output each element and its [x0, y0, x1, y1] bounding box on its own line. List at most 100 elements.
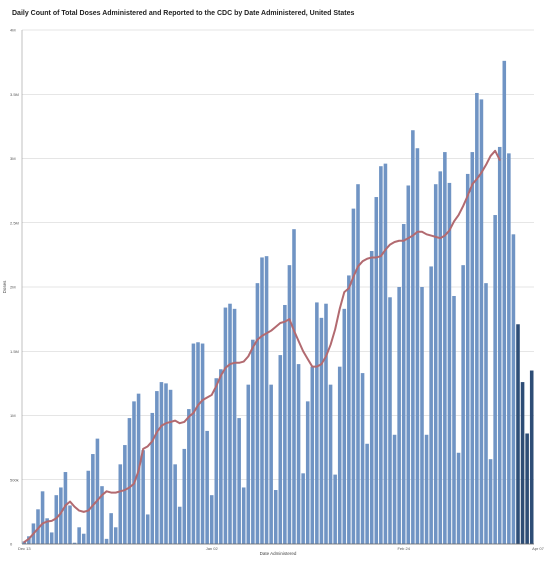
bar — [109, 513, 113, 544]
bar — [287, 265, 292, 544]
y-axis-title: Doses — [2, 280, 7, 294]
bar — [447, 182, 452, 545]
bar — [328, 384, 333, 544]
bar — [525, 433, 529, 544]
bar — [278, 355, 283, 544]
bar — [411, 130, 415, 545]
bar — [406, 185, 411, 545]
bar — [255, 283, 260, 544]
bar — [319, 317, 324, 544]
bar — [145, 514, 150, 544]
bar — [479, 99, 484, 544]
bar — [91, 454, 95, 544]
bar — [452, 295, 456, 544]
bar — [342, 308, 347, 544]
bar — [155, 391, 159, 544]
bar — [438, 171, 443, 544]
bar — [241, 487, 246, 544]
x-tick-label: Apr 07 — [532, 546, 545, 551]
bar — [45, 518, 49, 544]
bar — [397, 287, 401, 544]
bar — [337, 366, 342, 544]
bar — [95, 438, 100, 544]
bar — [260, 257, 264, 544]
bar — [379, 166, 383, 544]
bar — [333, 474, 337, 544]
bar — [228, 303, 232, 544]
bar — [232, 308, 237, 544]
bar — [429, 266, 433, 544]
bar — [461, 265, 465, 544]
x-axis-title: Date Administered — [260, 551, 297, 556]
bar — [219, 369, 223, 544]
bar — [72, 542, 77, 544]
bar — [81, 533, 86, 544]
bar — [68, 505, 72, 544]
bar — [150, 412, 155, 544]
bar — [54, 495, 59, 544]
bar — [443, 152, 447, 544]
bar — [223, 307, 228, 544]
bar — [77, 527, 81, 544]
y-tick-label: 4M — [10, 28, 16, 33]
bar — [141, 450, 145, 544]
bar — [315, 302, 319, 544]
bar — [301, 473, 305, 544]
bar — [529, 370, 534, 544]
y-tick-label: 3.5M — [10, 92, 19, 97]
bars — [22, 60, 534, 545]
bar — [27, 536, 31, 544]
bar — [374, 197, 379, 545]
bar — [246, 384, 251, 544]
bar — [168, 389, 173, 544]
bar — [507, 153, 511, 545]
bar — [251, 339, 255, 544]
bar — [365, 443, 369, 544]
bar — [59, 487, 63, 544]
bar — [324, 303, 328, 544]
x-tick-label: Feb 24 — [397, 546, 410, 551]
bar — [40, 491, 45, 544]
x-tick-label: Jan 02 — [206, 546, 219, 551]
bar — [310, 366, 315, 544]
bar — [205, 430, 209, 544]
bar — [484, 283, 488, 544]
y-tick-label: 0 — [10, 542, 13, 547]
bar — [420, 287, 424, 544]
bar — [187, 409, 191, 544]
bar — [511, 234, 516, 544]
bar — [113, 527, 118, 544]
bar — [191, 343, 196, 544]
bar — [383, 163, 388, 544]
y-tick-label: 2.5M — [10, 220, 19, 225]
bar — [388, 297, 392, 544]
y-tick-label: 500k — [10, 477, 19, 482]
bar — [264, 256, 269, 544]
y-tick-label: 1M — [10, 413, 16, 418]
bar — [465, 173, 470, 545]
bar — [356, 184, 360, 544]
bar — [305, 401, 310, 544]
x-tick-label: Dec 13 — [18, 546, 31, 551]
bar — [237, 418, 241, 544]
bar — [296, 364, 301, 544]
bar — [273, 490, 278, 544]
bar — [63, 472, 68, 544]
bar — [470, 152, 475, 544]
bar — [415, 148, 420, 544]
bar — [177, 506, 182, 544]
bar — [369, 251, 374, 544]
bar — [182, 448, 187, 544]
bar — [209, 495, 214, 544]
bar — [36, 509, 40, 544]
bar — [86, 470, 91, 544]
bar — [104, 538, 109, 544]
bar — [132, 401, 136, 544]
bar — [292, 229, 296, 545]
bar — [100, 486, 104, 544]
bar — [173, 464, 177, 544]
y-tick-label: 1.5M — [10, 349, 19, 354]
bar — [159, 382, 164, 544]
bar — [456, 452, 461, 544]
